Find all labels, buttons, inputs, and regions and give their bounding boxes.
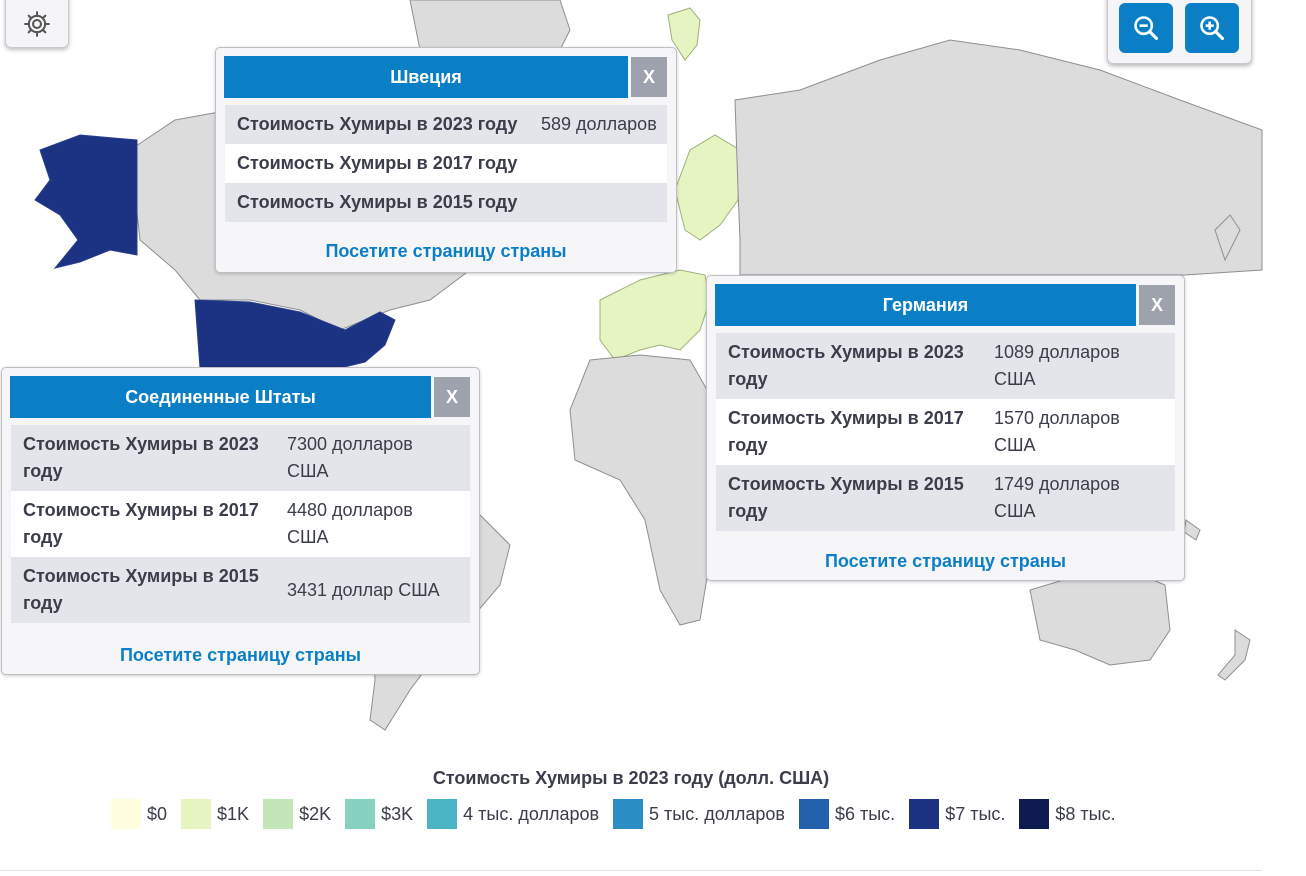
row-label: Стоимость Хумиры в 2015 году xyxy=(23,566,259,613)
zoom-in-icon xyxy=(1200,16,1225,41)
scandinavia-region[interactable] xyxy=(674,134,741,241)
japan-region[interactable] xyxy=(1214,214,1241,262)
legend-item: $8 тыс. xyxy=(1019,799,1116,829)
zoom-in-button[interactable] xyxy=(1185,3,1239,53)
row-label: Стоимость Хумиры в 2015 году xyxy=(728,474,964,521)
popup-title: Германия xyxy=(715,284,1136,326)
legend-item: $6 тыс. xyxy=(798,799,896,829)
settings-button[interactable] xyxy=(5,0,69,48)
visit-country-link[interactable]: Посетите страницу страны xyxy=(824,551,1067,571)
australia-region[interactable] xyxy=(1029,569,1171,666)
alaska-region[interactable] xyxy=(34,134,138,269)
close-button[interactable]: X xyxy=(631,57,667,97)
row-value: 1570 долларов США xyxy=(994,408,1120,455)
zoom-out-icon xyxy=(1134,16,1159,41)
legend-label: $7 тыс. xyxy=(945,803,1006,824)
row-value: 7300 долларов США xyxy=(287,434,413,481)
legend-swatch xyxy=(181,799,212,829)
visit-country-link[interactable]: Посетите страницу страны xyxy=(325,241,567,261)
svalbard-region[interactable] xyxy=(667,7,701,61)
legend-item: $1K xyxy=(181,799,249,829)
row-value: 3431 доллар США xyxy=(287,579,440,600)
legend-swatch xyxy=(263,799,294,829)
legend-label: 5 тыс. долларов xyxy=(649,803,785,824)
germany-popup: Германия X Стоимость Хумиры в 2023 году … xyxy=(706,275,1185,581)
legend-item: 4 тыс. долларов xyxy=(427,799,599,829)
legend-item: $7 тыс. xyxy=(909,799,1005,829)
legend-swatch xyxy=(909,799,940,829)
legend-label: $6 тыс. xyxy=(834,803,896,824)
divider xyxy=(0,870,1262,871)
legend-swatch xyxy=(798,799,829,829)
zoom-out-button[interactable] xyxy=(1119,3,1173,53)
row-label: Стоимость Хумиры в 2017 году xyxy=(237,153,518,173)
row-value: 4480 долларов США xyxy=(287,500,413,547)
row-label: Стоимость Хумиры в 2023 году xyxy=(23,434,259,481)
legend-label: $1K xyxy=(217,803,250,824)
row-label: Стоимость Хумиры в 2023 году xyxy=(728,342,964,389)
new-zealand-region[interactable] xyxy=(1217,629,1251,681)
legend-item: $3K xyxy=(345,799,413,829)
zoom-controls xyxy=(1107,0,1252,64)
islands-region[interactable] xyxy=(1183,519,1201,541)
row-label: Стоимость Хумиры в 2017 году xyxy=(23,500,259,547)
table-row: Стоимость Хумиры в 2023 году 589 долларо… xyxy=(225,105,667,144)
legend-swatch xyxy=(111,799,141,829)
row-value: 1749 долларов США xyxy=(994,474,1120,521)
legend-item: $0 xyxy=(111,799,167,829)
table-row: Стоимость Хумиры в 2017 году 4480 доллар… xyxy=(11,491,470,557)
legend-swatch xyxy=(427,799,458,829)
gear-icon xyxy=(24,11,50,37)
table-row: Стоимость Хумиры в 2023 году 1089 доллар… xyxy=(716,333,1175,399)
popup-table: Стоимость Хумиры в 2023 году 589 долларо… xyxy=(225,105,667,222)
europe-region[interactable] xyxy=(599,269,711,361)
row-label: Стоимость Хумиры в 2017 году xyxy=(728,408,964,455)
table-row: Стоимость Хумиры в 2023 году 7300 доллар… xyxy=(11,425,470,491)
legend-label: $2K xyxy=(299,803,332,824)
legend-title: Стоимость Хумиры в 2023 году (долл. США) xyxy=(432,768,830,788)
row-label: Стоимость Хумиры в 2023 году xyxy=(237,114,518,134)
table-row: Стоимость Хумиры в 2015 году 3431 доллар… xyxy=(11,557,470,623)
row-label: Стоимость Хумиры в 2015 году xyxy=(237,192,518,212)
popup-table: Стоимость Хумиры в 2023 году 7300 доллар… xyxy=(11,425,470,623)
visit-country-link[interactable]: Посетите страницу страны xyxy=(119,645,362,665)
legend-label: $3K xyxy=(381,803,414,824)
table-row: Стоимость Хумиры в 2017 году 1570 доллар… xyxy=(716,399,1175,465)
table-row: Стоимость Хумиры в 2015 году xyxy=(225,183,667,222)
close-button[interactable]: X xyxy=(1139,285,1175,325)
legend-item: $2K xyxy=(263,799,331,829)
popup-title: Швеция xyxy=(224,56,628,98)
legend-swatch xyxy=(1019,799,1050,829)
legend-swatch xyxy=(345,799,376,829)
legend-label: 4 тыс. долларов xyxy=(463,803,600,824)
close-button[interactable]: X xyxy=(434,377,470,417)
row-value: 589 долларов xyxy=(541,114,657,134)
row-value: 1089 долларов США xyxy=(994,342,1120,389)
usa-popup: Соединенные Штаты X Стоимость Хумиры в 2… xyxy=(1,367,480,675)
legend-swatch xyxy=(613,799,644,829)
legend-item: 5 тыс. долларов xyxy=(613,799,785,829)
legend-label: $0 xyxy=(147,803,168,824)
popup-table: Стоимость Хумиры в 2023 году 1089 доллар… xyxy=(716,333,1175,531)
table-row: Стоимость Хумиры в 2017 году xyxy=(225,144,667,183)
sweden-popup: Швеция X Стоимость Хумиры в 2023 году 58… xyxy=(215,47,677,273)
africa-region[interactable] xyxy=(569,354,713,626)
table-row: Стоимость Хумиры в 2015 году 1749 доллар… xyxy=(716,465,1175,531)
legend-label: $8 тыс. xyxy=(1055,803,1116,824)
popup-title: Соединенные Штаты xyxy=(10,376,431,418)
asia-region[interactable] xyxy=(734,39,1263,276)
legend: $0 $1K $2K $3K 4 тыс. долларов 5 тыс. до… xyxy=(111,799,1130,829)
